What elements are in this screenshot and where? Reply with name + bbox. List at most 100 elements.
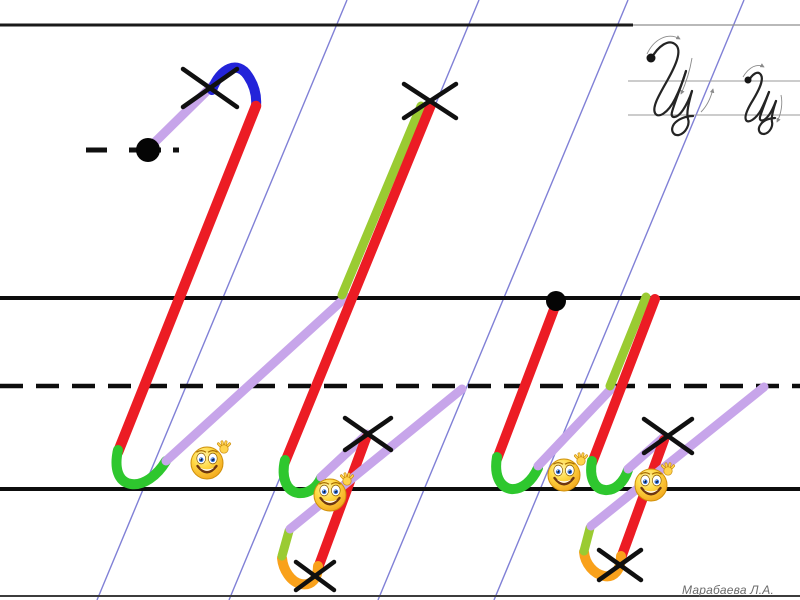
lowercase-tse-demo [491, 292, 769, 582]
waving-smiley-emoji [313, 472, 355, 512]
exemplar-letter-path [670, 69, 694, 119]
smiley-face [190, 446, 224, 480]
markers-layer [86, 66, 695, 593]
start-cross-marker [596, 547, 644, 583]
lowercase-tse-demo-red-stroke [587, 294, 660, 468]
exemplar-letter-path [671, 89, 695, 137]
lowercase-tse-demo-tall [277, 100, 467, 590]
eye-highlight [643, 480, 645, 482]
eye-highlight [568, 470, 570, 472]
cross-arm [641, 416, 695, 456]
uppercase-tse-demo-blue-curve [207, 62, 262, 111]
eyebrow [553, 462, 564, 465]
ruled-lines-layer [0, 23, 800, 597]
stroke-direction-arrow [680, 57, 693, 95]
eyebrow [651, 472, 662, 475]
smile [553, 476, 575, 486]
eye-highlight [334, 490, 336, 492]
uppercase-tse-demo-lavender-stroke [161, 292, 351, 466]
lowercase-tse-demo-tall-green-curve [278, 455, 326, 499]
cross-arm [596, 547, 644, 583]
stroke-direction-arrow [742, 63, 765, 78]
waving-smiley-emoji [634, 462, 676, 502]
stroke-direction-arrow [700, 88, 715, 113]
smiley-face [547, 458, 581, 492]
smiley-face [634, 468, 668, 502]
teeth [322, 499, 338, 503]
smile [196, 464, 218, 474]
teeth [643, 489, 659, 493]
cross-arm [180, 66, 240, 110]
smiley-face [313, 478, 347, 512]
smiley-eye [651, 472, 662, 487]
exemplar-start-dot [646, 53, 656, 63]
smiley-eye [564, 462, 575, 477]
uppercase-tse-demo-green-curve [111, 445, 171, 490]
waving-hand [660, 462, 676, 476]
smileys-layer [190, 440, 676, 512]
exemplar-letter-path [757, 99, 778, 136]
smiley-eye [207, 450, 218, 465]
palm [219, 444, 229, 454]
uppercase-tse-demo [111, 62, 351, 490]
eyebrow [330, 482, 341, 485]
smile [319, 496, 341, 506]
stroke-direction-arrow [776, 94, 783, 123]
lowercase-tse-demo-tall-yellowgreen-stroke [337, 101, 426, 300]
attribution-text: Марабаева Л.А. [682, 583, 774, 597]
palm [663, 466, 673, 476]
smiley-eye [553, 462, 564, 477]
lowercase-tse-demo-yellowgreen-stroke [579, 523, 595, 556]
waving-hand [573, 452, 589, 466]
smile [640, 486, 662, 496]
stroke-direction-arrow [646, 35, 681, 55]
waving-hand [216, 440, 232, 454]
letter-strokes-layer [111, 62, 769, 590]
lowercase-tse-demo-green-curve [491, 452, 543, 495]
teeth [556, 479, 572, 483]
eyebrow [207, 450, 218, 453]
smiley-eye [640, 472, 651, 487]
eye-highlight [322, 490, 324, 492]
eyebrow [319, 482, 330, 485]
exemplar-layer [646, 35, 783, 137]
lowercase-tse-demo-lavender-stroke [586, 382, 769, 531]
start-dot-marker [136, 138, 160, 162]
lowercase-tse-demo-tall-red-stroke [280, 100, 436, 467]
lowercase-tse-demo-red-stroke [492, 299, 561, 464]
eye-highlight [199, 458, 201, 460]
exemplar-letter-path [649, 41, 688, 117]
lowercase-tse-demo-tall-yellowgreen-stroke [277, 526, 294, 561]
waving-smiley-emoji [190, 440, 232, 480]
palm [342, 476, 352, 486]
eye-highlight [556, 470, 558, 472]
teeth [199, 467, 215, 471]
eye-highlight [211, 458, 213, 460]
eyebrow [196, 450, 207, 453]
smiley-eye [196, 450, 207, 465]
cross-arm [293, 559, 337, 593]
start-cross-marker [342, 415, 394, 453]
lowercase-tse-demo-green-curve [586, 456, 633, 496]
palm [576, 456, 586, 466]
start-cross-marker [293, 559, 337, 593]
waving-hand [339, 472, 355, 486]
eye-highlight [655, 480, 657, 482]
eyebrow [564, 462, 575, 465]
waving-smiley-emoji [547, 452, 589, 492]
cursive-exemplar [646, 35, 783, 137]
lowercase-tse-demo-lavender-stroke [533, 383, 617, 471]
start-cross-marker [180, 66, 240, 110]
start-dot-marker [546, 291, 566, 311]
uppercase-tse-demo-red-stroke [112, 100, 262, 458]
cross-arm [342, 415, 394, 453]
exemplar-start-dot [744, 76, 752, 84]
start-cross-marker [401, 81, 459, 121]
cross-arm [401, 81, 459, 121]
eyebrow [640, 472, 651, 475]
lowercase-tse-demo-yellowgreen-stroke [605, 292, 651, 391]
smiley-eye [319, 482, 330, 497]
start-cross-marker [641, 416, 695, 456]
